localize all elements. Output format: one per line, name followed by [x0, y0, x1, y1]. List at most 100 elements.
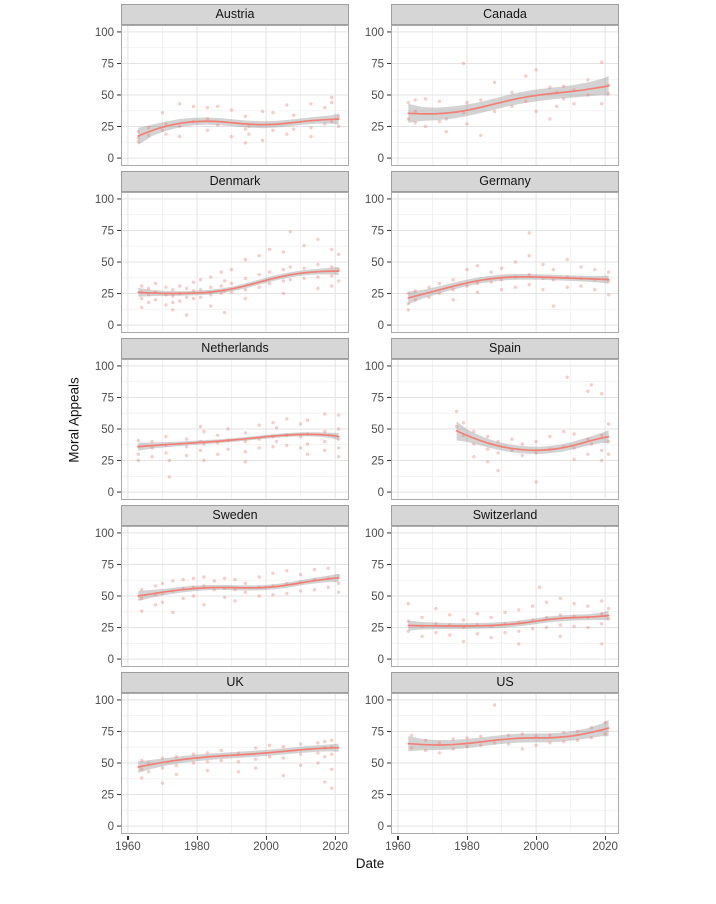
facet-spain: Spain 100 75 50 25 0 [360, 338, 619, 505]
data-point [281, 756, 286, 760]
data-point [164, 434, 168, 439]
data-point [205, 128, 210, 132]
data-point [413, 289, 417, 293]
panel-border [121, 359, 349, 500]
data-point [298, 742, 303, 746]
data-point [551, 278, 556, 282]
data-point [420, 634, 424, 639]
data-point [146, 126, 151, 130]
panel-border [391, 693, 619, 834]
data-point [209, 293, 213, 297]
data-point [281, 744, 286, 749]
data-point [184, 445, 189, 449]
x-tick-mark [127, 836, 129, 840]
data-point [281, 279, 286, 283]
data-point [191, 280, 196, 284]
facet-strip-uk: UK [121, 672, 349, 693]
data-point [606, 422, 611, 426]
data-point [586, 78, 590, 82]
data-point [222, 310, 227, 315]
data-point [555, 104, 559, 109]
data-point [437, 741, 442, 745]
data-point [323, 105, 327, 110]
data-point [288, 265, 292, 269]
data-point [603, 732, 607, 736]
data-point [285, 443, 289, 448]
data-point [247, 124, 251, 129]
data-point [323, 755, 327, 759]
data-point [257, 272, 261, 277]
data-point [281, 250, 286, 254]
data-point [146, 286, 151, 291]
data-point [271, 111, 275, 115]
facet-strip-denmark: Denmark [121, 171, 349, 192]
data-point [499, 288, 504, 292]
data-point [330, 274, 334, 278]
data-point [451, 298, 455, 302]
x-tick-mark [535, 836, 538, 840]
y-tick-label: 50 [371, 257, 384, 269]
y-tick-label: 75 [371, 559, 384, 571]
facet-strip-canada: Canada [391, 4, 619, 25]
data-point [302, 243, 306, 248]
data-point [202, 603, 206, 607]
data-point [222, 576, 227, 580]
y-tick-label: 100 [365, 194, 384, 206]
data-point [548, 741, 552, 745]
data-point [233, 577, 237, 582]
data-point [323, 780, 327, 784]
data-point [423, 738, 428, 742]
data-point [589, 442, 594, 446]
data-point [323, 448, 327, 453]
loess-line [137, 433, 340, 448]
data-point [410, 733, 414, 737]
y-tick-label: 75 [101, 225, 114, 237]
data-point [548, 733, 552, 737]
data-point [548, 434, 552, 439]
y-tick-label: 100 [95, 27, 114, 39]
data-point [243, 288, 248, 292]
data-point [202, 458, 206, 463]
data-point [178, 134, 182, 139]
data-point [257, 594, 261, 598]
facet-title: Germany [479, 174, 531, 188]
data-point [216, 452, 220, 456]
data-point [606, 92, 611, 96]
data-point [136, 458, 140, 463]
facet-plot-denmark: 100 75 50 25 0 [95, 192, 349, 333]
data-point [285, 132, 289, 136]
data-point [600, 102, 604, 106]
data-point [444, 117, 448, 121]
data-point [233, 588, 237, 592]
data-point [541, 288, 545, 292]
data-point [260, 138, 265, 143]
data-point [461, 421, 466, 425]
data-point [406, 619, 410, 623]
data-point [181, 596, 185, 601]
data-point [565, 285, 569, 289]
data-point [298, 572, 303, 577]
data-point [575, 729, 580, 734]
data-point [534, 451, 538, 455]
data-point [305, 452, 310, 456]
data-point [257, 423, 261, 427]
x-tick-label: 1960 [385, 841, 411, 853]
data-point [336, 279, 341, 283]
data-point [205, 760, 210, 764]
y-tick-label: 50 [371, 424, 384, 436]
data-point [212, 579, 216, 583]
data-point [191, 576, 196, 580]
data-point [427, 285, 431, 289]
y-tick-label: 0 [108, 153, 114, 165]
data-point [222, 595, 227, 599]
data-point [600, 612, 604, 616]
data-point [454, 409, 459, 413]
data-point [198, 448, 203, 453]
data-point [136, 129, 140, 134]
data-point [589, 726, 594, 730]
data-point [209, 304, 213, 308]
y-tick-label: 50 [371, 90, 384, 102]
data-point [489, 615, 493, 620]
data-point [219, 748, 223, 753]
loess-line [407, 614, 610, 627]
